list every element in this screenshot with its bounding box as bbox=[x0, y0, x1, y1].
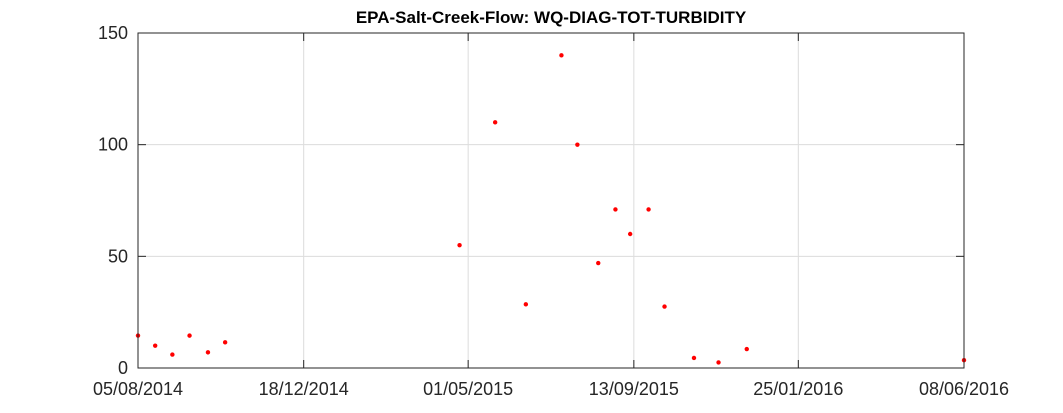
data-point bbox=[205, 350, 211, 355]
data-point bbox=[492, 120, 498, 125]
y-tick-label: 100 bbox=[98, 135, 128, 155]
x-tick-label: 25/01/2016 bbox=[753, 379, 843, 399]
data-point bbox=[222, 340, 228, 345]
x-tick-label: 01/05/2015 bbox=[423, 379, 513, 399]
axes bbox=[137, 32, 965, 369]
data-point bbox=[744, 346, 749, 352]
chart-title: EPA-Salt-Creek-Flow: WQ-DIAG-TOT-TURBIDI… bbox=[356, 8, 747, 27]
data-point bbox=[596, 260, 601, 266]
x-axis-ticks: 05/08/2014 18/12/2014 01/05/2015 13/09/2015… bbox=[93, 33, 1009, 399]
x-tick-label: 13/09/2015 bbox=[589, 379, 679, 399]
x-tick-label: 08/06/2016 bbox=[919, 379, 1009, 399]
y-tick-label: 0 bbox=[118, 358, 128, 378]
data-point bbox=[523, 302, 529, 307]
data-point bbox=[646, 207, 651, 212]
x-tick-label: 05/08/2014 bbox=[93, 379, 183, 399]
data-point bbox=[716, 360, 721, 365]
plot-area bbox=[138, 33, 964, 368]
data-point bbox=[152, 343, 158, 348]
data-point bbox=[457, 242, 462, 248]
data-point bbox=[627, 231, 633, 237]
grid-lines bbox=[138, 33, 964, 368]
x-tick-label: 18/12/2014 bbox=[259, 379, 349, 399]
data-point bbox=[559, 53, 564, 58]
data-point bbox=[575, 142, 580, 147]
data-point bbox=[662, 304, 667, 309]
axes-box bbox=[137, 32, 965, 369]
data-point bbox=[187, 333, 192, 338]
y-tick-label: 50 bbox=[108, 246, 128, 266]
data-point bbox=[691, 355, 697, 361]
y-tick-label: 150 bbox=[98, 23, 128, 43]
y-axis-ticks: 0 50 100 150 bbox=[98, 23, 964, 378]
data-point bbox=[613, 207, 618, 212]
data-point bbox=[170, 352, 175, 357]
